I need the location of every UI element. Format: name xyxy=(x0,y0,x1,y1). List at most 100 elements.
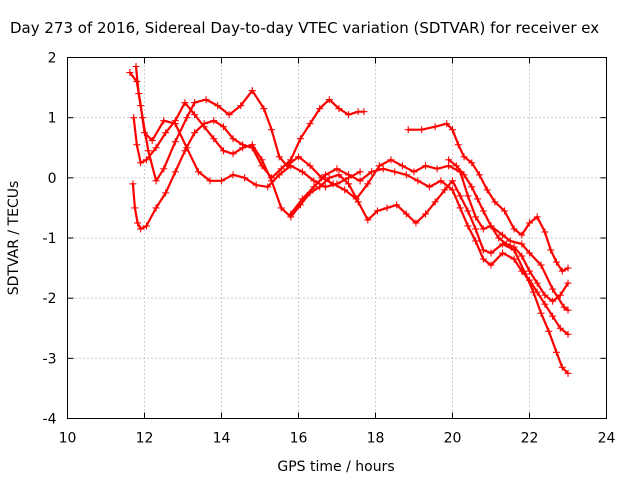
data-point-marker xyxy=(456,204,464,212)
data-point-marker xyxy=(526,267,533,275)
data-point-marker xyxy=(433,165,441,173)
data-point-marker xyxy=(468,183,476,191)
x-tick-label: 20 xyxy=(444,431,462,447)
data-point-marker xyxy=(556,291,564,299)
y-tick-label: -2 xyxy=(43,291,57,307)
data-point-marker xyxy=(296,135,304,143)
data-point-marker xyxy=(171,138,179,146)
data-point-marker xyxy=(460,153,468,161)
data-point-marker xyxy=(325,96,333,104)
data-point-marker xyxy=(306,120,314,128)
data-point-marker xyxy=(335,105,343,113)
data-point-marker xyxy=(142,156,150,164)
data-point-marker xyxy=(487,222,495,230)
x-tick-label: 10 xyxy=(59,431,77,447)
data-point-marker xyxy=(126,69,134,77)
data-point-marker xyxy=(258,162,266,170)
data-point-marker xyxy=(335,171,343,179)
data-point-marker xyxy=(464,222,472,230)
data-point-marker xyxy=(229,171,237,179)
data-point-marker xyxy=(495,234,503,242)
data-point-marker xyxy=(268,126,276,134)
data-point-marker xyxy=(510,255,518,263)
data-point-marker xyxy=(558,267,566,275)
data-point-marker xyxy=(252,181,260,189)
data-point-marker xyxy=(533,213,541,221)
data-point-marker xyxy=(537,261,545,269)
data-point-marker xyxy=(354,198,362,206)
data-point-marker xyxy=(341,186,349,194)
data-point-marker xyxy=(364,180,372,188)
data-point-marker xyxy=(373,207,381,215)
data-point-marker xyxy=(404,126,412,134)
data-point-marker xyxy=(564,306,572,314)
data-point-marker xyxy=(443,120,451,128)
data-point-marker xyxy=(552,348,560,356)
x-tick-label: 24 xyxy=(598,431,616,447)
data-point-marker xyxy=(325,174,333,182)
data-point-marker xyxy=(533,288,541,296)
x-tick-label: 22 xyxy=(521,431,539,447)
data-point-marker xyxy=(162,129,170,137)
series-group xyxy=(126,63,572,377)
data-point-marker xyxy=(129,180,137,188)
data-point-marker xyxy=(214,102,222,110)
data-point-marker xyxy=(526,219,533,227)
data-point-marker xyxy=(237,102,245,110)
data-point-marker xyxy=(306,162,314,170)
data-point-marker xyxy=(345,171,353,179)
data-point-marker xyxy=(510,225,518,233)
data-point-marker xyxy=(202,96,210,104)
data-point-marker xyxy=(547,246,555,254)
data-point-marker xyxy=(360,108,368,116)
data-point-marker xyxy=(526,249,533,257)
y-tick-label: -1 xyxy=(43,231,57,247)
data-point-marker xyxy=(144,147,152,155)
x-tick-label: 12 xyxy=(136,431,154,447)
data-point-marker xyxy=(475,171,483,179)
data-point-marker xyxy=(537,309,545,317)
data-point-marker xyxy=(132,63,140,71)
data-point-marker xyxy=(456,192,464,200)
y-tick-label: -4 xyxy=(43,412,57,428)
data-point-marker xyxy=(410,168,418,176)
data-point-marker xyxy=(464,207,472,215)
data-point-marker xyxy=(298,168,306,176)
data-point-marker xyxy=(445,156,453,164)
data-point-marker xyxy=(264,183,272,191)
data-point-marker xyxy=(219,123,227,131)
data-point-marker xyxy=(356,177,364,185)
data-point-marker xyxy=(452,162,460,170)
data-point-marker xyxy=(310,183,318,191)
data-point-marker xyxy=(139,114,147,122)
data-point-marker xyxy=(479,255,487,263)
data-point-marker xyxy=(560,303,568,311)
data-point-marker xyxy=(162,189,170,197)
data-point-marker xyxy=(502,240,510,248)
data-point-marker xyxy=(275,153,283,161)
data-point-marker xyxy=(133,141,141,149)
x-tick-label: 18 xyxy=(367,431,385,447)
data-point-marker xyxy=(491,198,499,206)
data-point-marker xyxy=(533,279,541,287)
data-point-marker xyxy=(160,117,168,125)
y-tick-label: 0 xyxy=(48,171,57,187)
data-point-marker xyxy=(518,240,526,248)
data-point-marker xyxy=(379,165,387,173)
data-point-marker xyxy=(219,147,227,155)
data-point-marker xyxy=(479,225,487,233)
data-point-marker xyxy=(472,225,480,233)
data-point-marker xyxy=(287,156,295,164)
data-point-marker xyxy=(558,363,566,371)
data-point-marker xyxy=(414,177,422,185)
data-point-marker xyxy=(549,297,557,305)
data-point-marker xyxy=(422,210,430,218)
data-point-marker xyxy=(431,198,439,206)
data-point-marker xyxy=(564,330,572,338)
data-point-marker xyxy=(549,285,557,293)
data-point-marker xyxy=(449,186,456,194)
data-point-marker xyxy=(368,168,376,176)
data-point-marker xyxy=(499,249,507,257)
y-axis-label: SDTVAR / TECUs xyxy=(6,181,22,296)
